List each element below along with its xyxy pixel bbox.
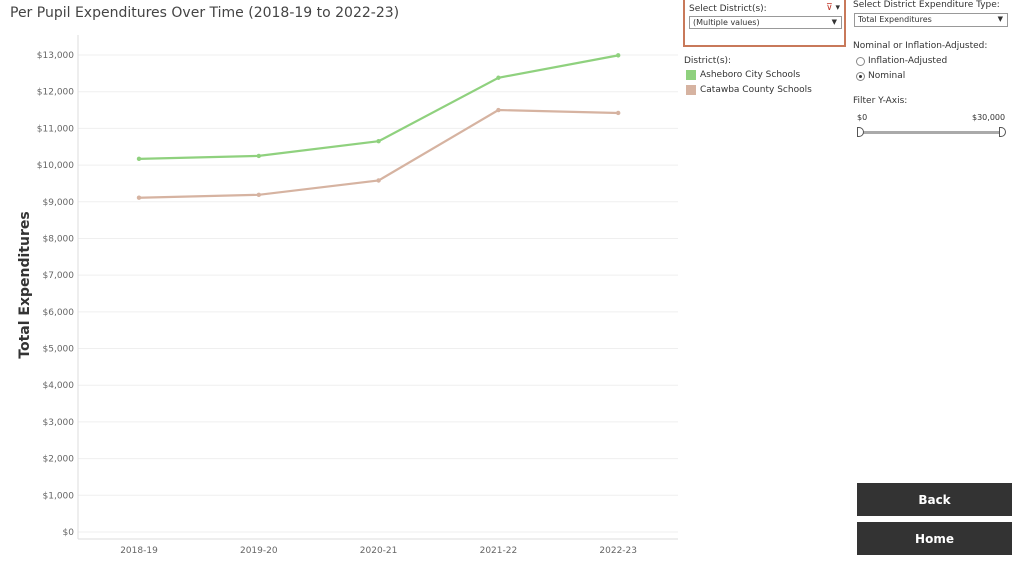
chevron-down-icon: ▼: [831, 18, 837, 26]
legend-swatch: [686, 70, 696, 80]
data-point[interactable]: [136, 195, 142, 200]
y-tick-label: $1,000: [43, 491, 75, 501]
adjustment-label: Nominal or Inflation-Adjusted:: [853, 41, 988, 51]
district-dropdown-value: (Multiple values): [693, 18, 760, 27]
y-tick-label: $0: [63, 528, 75, 538]
y-filter-label: Filter Y-Axis:: [853, 96, 908, 106]
y-tick-label: $5,000: [43, 345, 75, 355]
legend-label: Asheboro City Schools: [700, 70, 801, 80]
y-tick-label: $8,000: [43, 234, 75, 244]
y-tick-label: $11,000: [37, 124, 74, 134]
y-axis-label: Total Expenditures: [17, 211, 33, 358]
data-point[interactable]: [616, 53, 621, 58]
radio-button[interactable]: [856, 56, 865, 66]
filter-menu-icon[interactable]: ▾: [835, 3, 840, 13]
y-tick-label: $9,000: [43, 198, 75, 208]
expenditure-type-value: Total Expenditures: [858, 15, 932, 24]
chart-gridlines: [77, 35, 678, 540]
y-tick-label: $3,000: [43, 418, 75, 428]
y-tick-label: $13,000: [37, 51, 74, 61]
y-tick-label: $6,000: [43, 308, 75, 318]
data-point[interactable]: [256, 153, 261, 159]
data-point[interactable]: [136, 156, 142, 162]
radio-nominal[interactable]: Nominal: [856, 71, 905, 81]
page-title: Per Pupil Expenditures Over Time (2018-1…: [10, 5, 400, 21]
y-axis-ticks: $0 $1,000 $2,000 $3,000 $4,000 $5,000 $6,000 $7…: [37, 51, 74, 538]
slider-max-handle[interactable]: [999, 127, 1006, 137]
y-filter-max: $30,000: [972, 113, 1006, 122]
legend-item[interactable]: Asheboro City Schools: [686, 70, 800, 80]
data-point[interactable]: [496, 75, 501, 80]
legend-swatch: [686, 85, 696, 95]
x-tick-label: 2021-22: [480, 546, 518, 556]
clear-filter-icon[interactable]: ⊽: [826, 3, 833, 13]
data-point[interactable]: [496, 107, 501, 113]
y-filter-min: $0: [857, 113, 868, 122]
district-filter-label: Select District(s):: [689, 4, 767, 14]
y-tick-label: $10,000: [37, 161, 74, 171]
x-tick-label: 2018-19: [120, 546, 158, 556]
legend-item[interactable]: Catawba County Schools: [686, 85, 812, 95]
chart-series: [136, 53, 621, 200]
district-dropdown[interactable]: (Multiple values) ▼: [689, 16, 842, 29]
x-tick-label: 2019-20: [240, 546, 278, 556]
chevron-down-icon: ▼: [997, 15, 1003, 23]
data-point[interactable]: [256, 192, 261, 197]
expenditure-type-dropdown[interactable]: Total Expenditures ▼: [854, 13, 1008, 27]
district-filter-panel: Select District(s): ⊽ ▾ (Multiple values…: [683, 0, 846, 47]
y-tick-label: $2,000: [43, 455, 75, 465]
data-point[interactable]: [376, 139, 381, 144]
y-tick-label: $4,000: [43, 381, 75, 391]
line-chart: $0 $1,000 $2,000 $3,000 $4,000 $5,000 $6,000 $7…: [17, 35, 678, 556]
data-point[interactable]: [616, 110, 621, 116]
back-button[interactable]: Back: [857, 483, 1012, 516]
radio-button-selected[interactable]: [856, 71, 865, 81]
x-tick-label: 2022-23: [599, 546, 637, 556]
radio-label: Inflation-Adjusted: [868, 56, 948, 66]
y-tick-label: $7,000: [43, 271, 75, 281]
x-tick-label: 2020-21: [360, 546, 398, 556]
slider-min-handle[interactable]: [857, 127, 864, 137]
legend-label: Catawba County Schools: [700, 85, 812, 95]
series-line[interactable]: [138, 108, 619, 199]
radio-inflation-adjusted[interactable]: Inflation-Adjusted: [856, 56, 947, 66]
y-tick-label: $12,000: [37, 88, 74, 98]
radio-label: Nominal: [868, 71, 906, 81]
expenditure-type-label: Select District Expenditure Type:: [853, 0, 1000, 10]
data-point[interactable]: [376, 178, 381, 183]
y-filter-slider-track[interactable]: [860, 131, 1002, 134]
x-axis-ticks: 2018-19 2019-20 2020-21 2021-22 2022-23: [120, 546, 637, 556]
legend-title: District(s):: [684, 56, 732, 66]
home-button[interactable]: Home: [857, 522, 1012, 555]
